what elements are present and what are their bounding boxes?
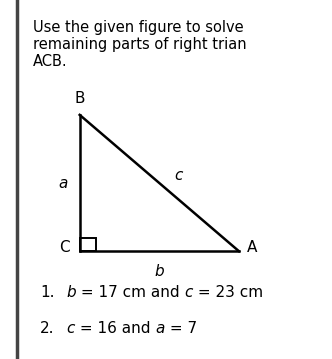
Text: a: a xyxy=(59,176,68,191)
Text: Use the given figure to solve: Use the given figure to solve xyxy=(33,20,244,35)
Text: C: C xyxy=(59,240,70,255)
Text: c: c xyxy=(185,285,193,300)
Text: c: c xyxy=(174,168,183,183)
Text: a: a xyxy=(155,321,165,336)
Bar xyxy=(80,238,96,251)
Text: B: B xyxy=(74,91,85,106)
Text: ACB.: ACB. xyxy=(33,54,68,69)
Text: = 16 and: = 16 and xyxy=(75,321,155,336)
Text: c: c xyxy=(66,321,75,336)
Text: remaining parts of right trian: remaining parts of right trian xyxy=(33,37,247,52)
Text: A: A xyxy=(247,240,258,255)
Text: b: b xyxy=(66,285,76,300)
Text: 1.: 1. xyxy=(40,285,54,300)
Text: = 23 cm: = 23 cm xyxy=(193,285,263,300)
Text: = 7: = 7 xyxy=(165,321,197,336)
Text: = 17 cm and: = 17 cm and xyxy=(76,285,185,300)
Text: 2.: 2. xyxy=(40,321,54,336)
Text: b: b xyxy=(155,264,164,279)
